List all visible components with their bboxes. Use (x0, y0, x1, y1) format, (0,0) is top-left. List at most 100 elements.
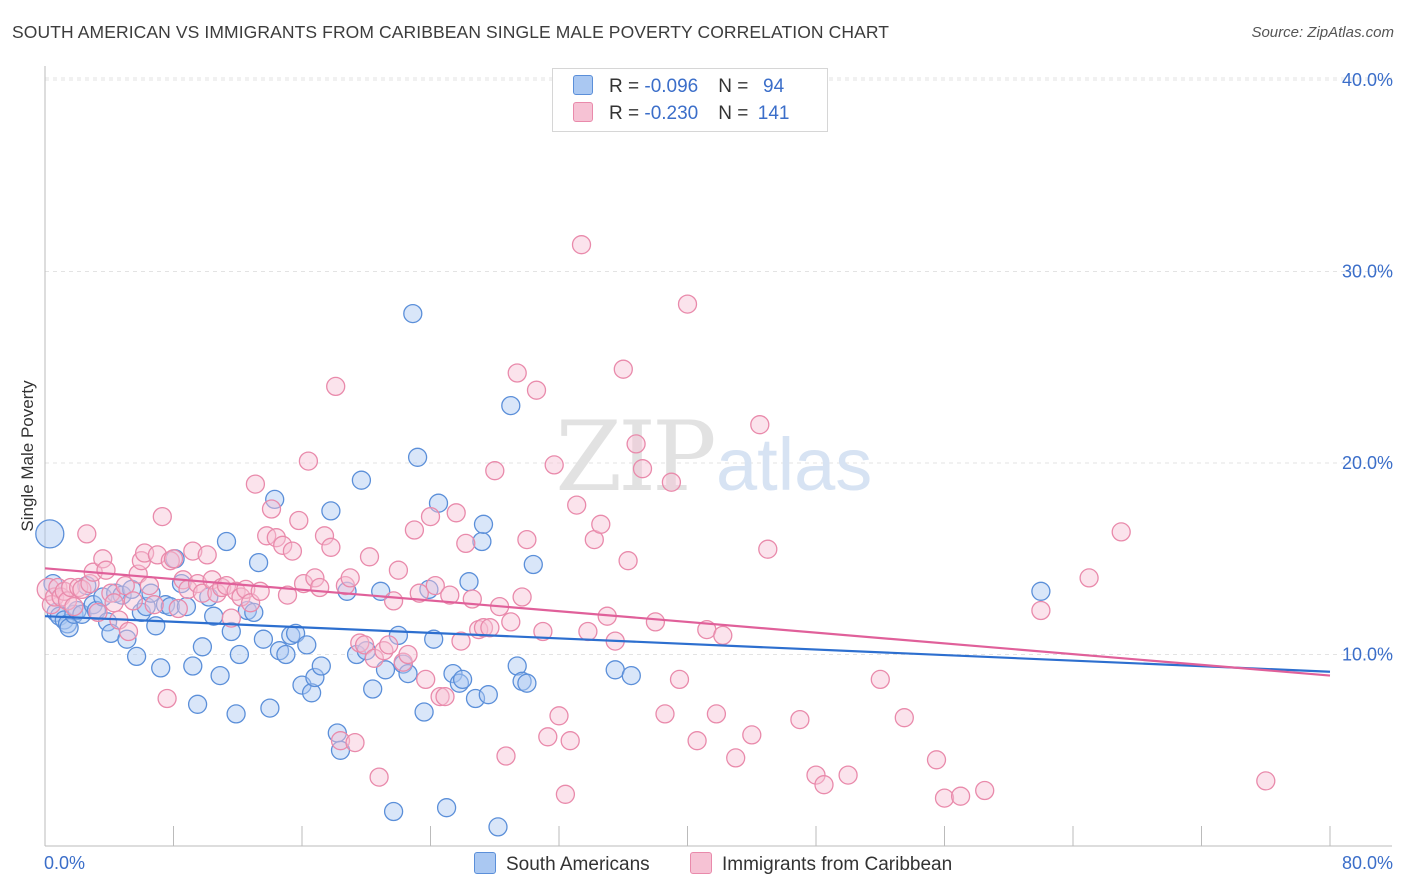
point-caribbean (416, 669, 436, 690)
point-south-american (260, 698, 280, 718)
point-caribbean (273, 535, 293, 555)
point-south-american (146, 616, 166, 636)
point-caribbean (549, 706, 569, 726)
point-caribbean (183, 541, 203, 561)
watermark-zip: ZIP (555, 401, 714, 513)
point-caribbean (655, 704, 675, 724)
point-caribbean (354, 635, 375, 655)
point-caribbean (501, 612, 521, 632)
point-south-american (452, 669, 473, 690)
point-south-american (407, 447, 428, 467)
point-caribbean (713, 625, 733, 646)
legend-n-value: 141 (757, 103, 790, 124)
point-caribbean (440, 585, 460, 605)
point-caribbean (152, 506, 172, 527)
point-south-american (285, 623, 306, 644)
point-caribbean (661, 472, 682, 492)
y-tick-label: 10.0% (1342, 645, 1393, 665)
chart-title: SOUTH AMERICAN VS IMMIGRANTS FROM CARIBB… (12, 22, 890, 42)
point-south-american (1031, 581, 1051, 601)
axes (44, 66, 1392, 847)
point-caribbean (591, 514, 611, 534)
point-caribbean (806, 765, 826, 785)
point-caribbean (330, 731, 351, 751)
point-caribbean (435, 686, 455, 707)
point-south-american (192, 637, 213, 657)
point-caribbean (526, 380, 547, 400)
point-south-american (465, 688, 486, 709)
point-caribbean (517, 529, 537, 550)
point-caribbean (289, 510, 309, 531)
point-south-american (478, 685, 498, 705)
point-south-american (151, 658, 171, 678)
point-caribbean (163, 549, 184, 569)
point-south-american (301, 683, 322, 703)
point-south-american (517, 673, 537, 693)
point-caribbean (560, 731, 580, 751)
point-caribbean (687, 731, 707, 751)
point-caribbean (578, 621, 598, 642)
point-caribbean (216, 575, 237, 596)
point-caribbean (221, 608, 241, 628)
point-caribbean (398, 644, 418, 665)
point-caribbean (473, 618, 494, 638)
point-caribbean (451, 631, 471, 651)
point-caribbean (926, 750, 947, 770)
point-caribbean (69, 577, 89, 598)
point-caribbean (123, 591, 143, 611)
point-caribbean (160, 551, 180, 571)
data-points (35, 235, 1276, 837)
point-south-american (414, 702, 434, 722)
point-south-american (605, 660, 625, 680)
legend-row-caribbean: R = -0.230 N = 141 (573, 102, 794, 125)
point-south-american (501, 395, 521, 416)
x-tick-label: 80.0% (1342, 853, 1393, 873)
point-south-american (473, 514, 494, 534)
point-caribbean (345, 732, 365, 753)
point-caribbean (512, 587, 532, 607)
watermark-atlas: atlas (716, 423, 872, 506)
point-south-american (35, 519, 65, 549)
point-caribbean (420, 506, 441, 527)
point-caribbean (93, 549, 113, 569)
point-caribbean (456, 533, 476, 554)
point-caribbean (533, 621, 553, 642)
point-caribbean (645, 612, 666, 632)
point-south-american (403, 303, 423, 324)
point-caribbean (894, 708, 914, 728)
point-caribbean (257, 526, 277, 546)
point-caribbean (485, 461, 505, 481)
point-south-american (443, 663, 463, 684)
point-caribbean (555, 784, 576, 804)
point-south-american (210, 665, 230, 686)
point-caribbean (626, 434, 646, 454)
point-south-american (141, 583, 161, 603)
point-caribbean (870, 669, 890, 690)
bottom-legend-swatch-pink (690, 852, 712, 874)
point-caribbean (571, 235, 592, 255)
point-south-american (253, 629, 274, 649)
bottom-legend-label: South Americans (506, 854, 650, 875)
point-caribbean (838, 765, 858, 785)
y-tick-label: 30.0% (1342, 262, 1393, 282)
correlation-legend: R = -0.096 N = 94 R = -0.230 N = 141 (552, 68, 828, 132)
point-south-american (216, 531, 237, 552)
point-south-american (276, 644, 296, 665)
point-south-american (160, 596, 180, 617)
point-caribbean (480, 618, 500, 638)
gridlines (45, 77, 1392, 655)
point-caribbean (567, 495, 587, 515)
point-caribbean (379, 635, 399, 655)
point-south-american (363, 679, 383, 699)
point-caribbean (80, 573, 100, 594)
point-caribbean (266, 528, 286, 548)
point-caribbean (934, 788, 955, 808)
y-tick-label: 40.0% (1342, 70, 1393, 90)
point-caribbean (404, 520, 425, 540)
point-caribbean (632, 459, 653, 479)
point-caribbean (314, 526, 335, 546)
point-caribbean (245, 474, 266, 494)
point-caribbean (187, 573, 208, 594)
point-south-american (297, 635, 317, 655)
